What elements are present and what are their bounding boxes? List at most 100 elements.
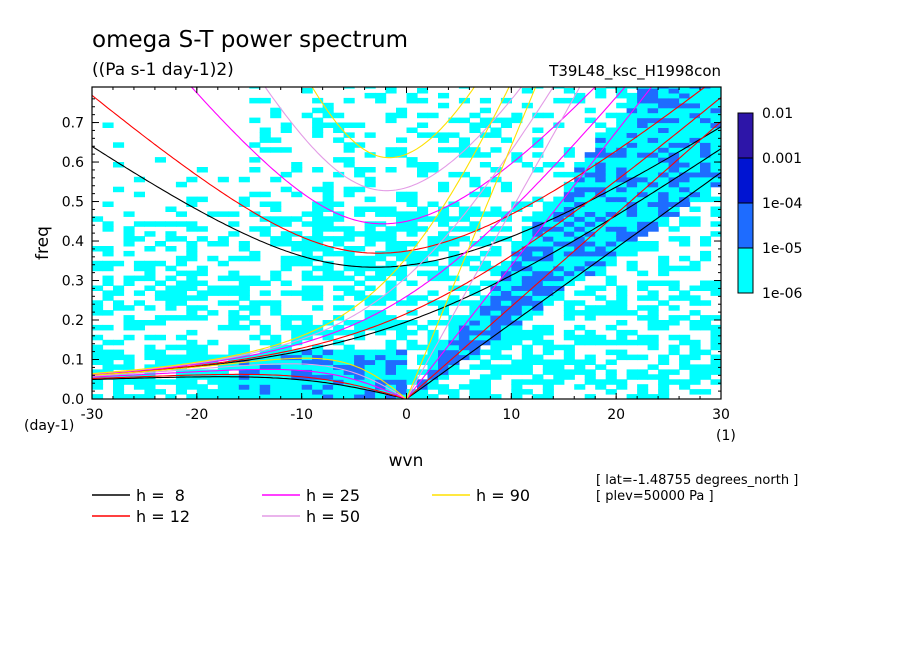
spectrum-cell — [228, 231, 240, 237]
spectrum-cell — [396, 349, 408, 356]
spectrum-cell — [438, 364, 450, 370]
spectrum-cell — [647, 201, 659, 207]
spectrum-cell — [479, 364, 491, 370]
spectrum-cell — [417, 344, 429, 351]
spectrum-cell — [385, 315, 397, 321]
spectrum-cell — [500, 186, 512, 193]
spectrum-cell — [595, 260, 607, 267]
spectrum-cell — [626, 201, 638, 207]
spectrum-cell — [396, 270, 408, 277]
spectrum-cell — [396, 152, 408, 158]
spectrum-cell — [154, 157, 166, 163]
spectrum-cell — [647, 196, 659, 203]
spectrum-cell — [563, 201, 575, 207]
spectrum-cell — [511, 152, 523, 158]
spectrum-cell — [406, 394, 418, 399]
spectrum-cell — [710, 379, 721, 385]
spectrum-cell — [511, 339, 523, 346]
curve-mrg-h50 — [92, 87, 554, 375]
spectrum-cell — [469, 191, 481, 198]
spectrum-cell — [291, 374, 303, 380]
spectrum-cell — [249, 389, 261, 395]
spectrum-cell — [322, 334, 334, 341]
spectrum-cell — [385, 349, 397, 356]
spectrum-cell — [658, 300, 670, 306]
spectrum-cell — [385, 285, 397, 291]
spectrum-cell — [490, 344, 502, 351]
spectrum-cell — [616, 320, 628, 326]
spectrum-cell — [186, 349, 198, 356]
spectrum-cell — [605, 87, 617, 89]
spectrum-cell — [521, 201, 533, 207]
spectrum-cell — [647, 97, 659, 104]
spectrum-cell — [626, 122, 638, 128]
spectrum-cell — [637, 389, 649, 395]
spectrum-cell — [626, 265, 638, 272]
spectrum-cell — [270, 112, 282, 119]
spectrum-cell — [385, 117, 397, 124]
spectrum-cell — [574, 324, 586, 331]
spectrum-cell — [396, 246, 408, 252]
spectrum-cell — [333, 241, 345, 247]
spectrum-cell — [479, 132, 491, 138]
spectrum-cell — [532, 300, 544, 306]
spectrum-cell — [490, 374, 502, 380]
spectrum-cell — [647, 117, 659, 124]
spectrum-cell — [291, 389, 303, 395]
spectrum-cell — [500, 344, 512, 351]
spectrum-cell — [563, 359, 575, 365]
spectrum-cell — [133, 236, 145, 242]
spectrum-cell — [249, 364, 261, 370]
spectrum-cell — [291, 260, 303, 267]
spectrum-cell — [364, 374, 376, 380]
spectrum-cell — [553, 196, 565, 203]
spectrum-cell — [406, 339, 418, 346]
spectrum-cell — [259, 201, 271, 207]
spectrum-cell — [385, 112, 397, 119]
spectrum-cell — [637, 339, 649, 346]
spectrum-cell — [448, 117, 460, 124]
spectrum-cell — [417, 250, 429, 257]
spectrum-cell — [165, 300, 177, 306]
spectrum-cell — [689, 167, 701, 173]
spectrum-cell — [385, 167, 397, 173]
spectrum-cell — [343, 132, 355, 138]
spectrum-cell — [668, 285, 680, 291]
spectrum-cell — [207, 285, 219, 291]
curve-kelvin-h50 — [406, 87, 581, 399]
spectrum-cell — [301, 221, 313, 227]
spectrum-cell — [249, 359, 261, 365]
spectrum-cell — [511, 389, 523, 395]
spectrum-cell — [584, 374, 596, 380]
spectrum-cell — [605, 389, 617, 395]
spectrum-cell — [354, 354, 366, 361]
spectrum-cell — [196, 384, 208, 390]
x-tick-label: 30 — [712, 407, 730, 423]
spectrum-cell — [375, 310, 387, 316]
spectrum-cell — [490, 147, 502, 153]
spectrum-cell — [249, 379, 261, 385]
spectrum-cell — [500, 295, 512, 301]
spectrum-cell — [500, 334, 512, 341]
spectrum-cell — [175, 260, 187, 267]
spectrum-cell — [637, 167, 649, 173]
spectrum-cell — [574, 196, 586, 203]
spectrum-cell — [312, 349, 324, 356]
spectrum-cell — [175, 255, 187, 262]
spectrum-cell — [668, 162, 680, 168]
spectrum-cell — [322, 379, 334, 385]
spectrum-cell — [322, 275, 334, 282]
spectrum-cell — [270, 349, 282, 356]
spectrum-cell — [500, 315, 512, 321]
spectrum-cell — [616, 305, 628, 311]
spectrum-cell — [291, 241, 303, 247]
spectrum-cell — [186, 221, 198, 227]
spectrum-cell — [458, 142, 470, 148]
spectrum-cell — [385, 88, 397, 94]
spectrum-cell — [406, 280, 418, 286]
spectrum-cell — [123, 364, 135, 370]
spectrum-cell — [605, 112, 617, 119]
spectrum-cell — [700, 171, 712, 178]
spectrum-cell — [333, 389, 345, 395]
spectrum-cell — [123, 359, 135, 365]
